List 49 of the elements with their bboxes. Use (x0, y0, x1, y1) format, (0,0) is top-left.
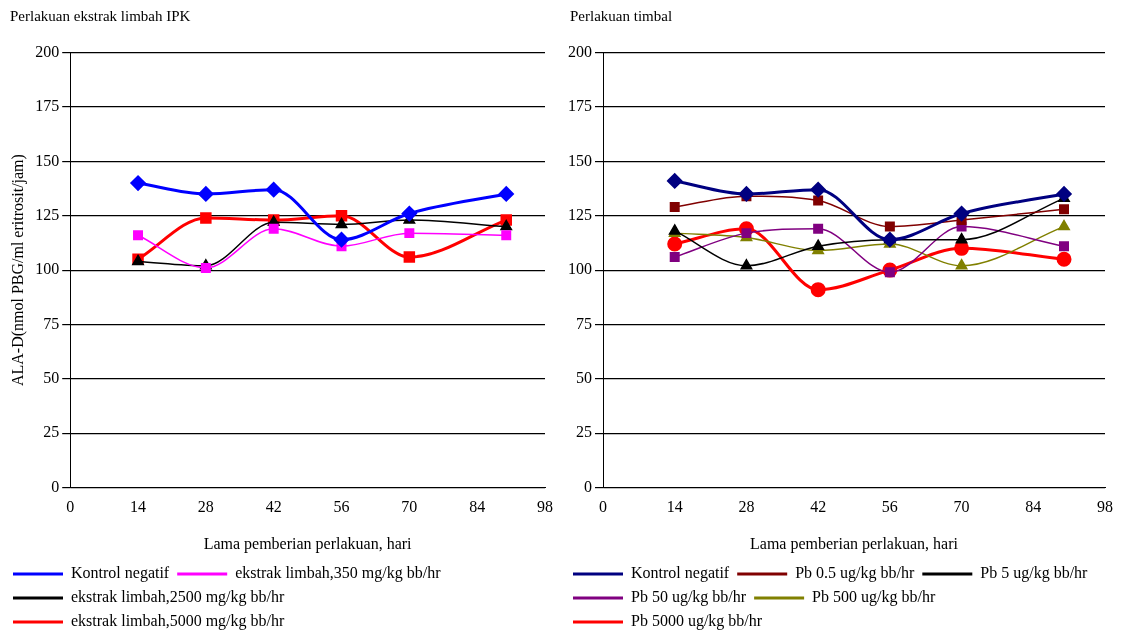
y-tick-label: 100 (35, 260, 60, 278)
y-tick-label: 100 (568, 260, 592, 278)
x-tick-label: 28 (738, 498, 755, 516)
x-tick-label: 14 (130, 498, 147, 516)
y-tick-label: 125 (35, 205, 60, 223)
y-tick-label: 175 (35, 97, 60, 115)
y-tick-label: 25 (576, 423, 592, 441)
y-tick-label: 175 (568, 97, 592, 115)
x-tick-label: 14 (666, 498, 683, 516)
x-tick-label: 0 (599, 498, 607, 516)
x-tick-label: 98 (537, 498, 553, 516)
x-tick-label: 70 (953, 498, 970, 516)
x-tick-label: 56 (333, 498, 350, 516)
chart-title: Perlakuan timbal (570, 8, 673, 25)
y-tick-label: 200 (568, 42, 592, 60)
y-axis-title: ALA-D(nmol PBG/ml eritrosit/jam) (8, 154, 27, 387)
y-tick-label: 0 (51, 477, 60, 495)
legend-label: Pb 500 ug/kg bb/hr (812, 588, 936, 607)
y-tick-label: 75 (576, 314, 592, 332)
x-tick-label: 0 (66, 498, 75, 516)
y-tick-label: 125 (568, 205, 592, 223)
legend-label: ekstrak limbah,5000 mg/kg bb/hr (71, 612, 285, 631)
legend-label: Pb 5000 ug/kg bb/hr (631, 612, 763, 631)
x-axis-title: Lama pemberian perlakuan, hari (203, 534, 413, 553)
y-tick-label: 25 (43, 423, 60, 441)
chart-title: Perlakuan ekstrak limbah IPK (10, 8, 191, 25)
y-tick-label: 150 (568, 151, 592, 169)
y-tick-label: 0 (584, 477, 592, 495)
x-axis-title: Lama pemberian perlakuan, hari (750, 534, 959, 553)
y-tick-label: 75 (43, 314, 60, 332)
x-tick-label: 42 (810, 498, 827, 516)
x-tick-label: 42 (265, 498, 282, 516)
legend-label: Pb 50 ug/kg bb/hr (631, 588, 747, 607)
y-tick-label: 50 (43, 369, 60, 387)
legend-label: Kontrol negatif (71, 564, 170, 583)
legend-label: ekstrak limbah,2500 mg/kg bb/hr (71, 588, 285, 607)
x-tick-label: 56 (881, 498, 898, 516)
legend-label: Pb 0.5 ug/kg bb/hr (795, 564, 915, 583)
x-tick-label: 84 (469, 498, 486, 516)
y-tick-label: 150 (35, 151, 60, 169)
x-tick-label: 28 (197, 498, 214, 516)
legend-label: Pb 5 ug/kg bb/hr (980, 564, 1089, 583)
x-tick-label: 70 (401, 498, 418, 516)
y-tick-label: 200 (35, 42, 60, 60)
legend-label: ekstrak limbah,350 mg/kg bb/hr (235, 564, 442, 583)
y-tick-label: 50 (576, 369, 592, 387)
x-tick-label: 84 (1025, 498, 1042, 516)
legend-label: Kontrol negatif (631, 564, 730, 583)
x-tick-label: 98 (1097, 498, 1113, 516)
